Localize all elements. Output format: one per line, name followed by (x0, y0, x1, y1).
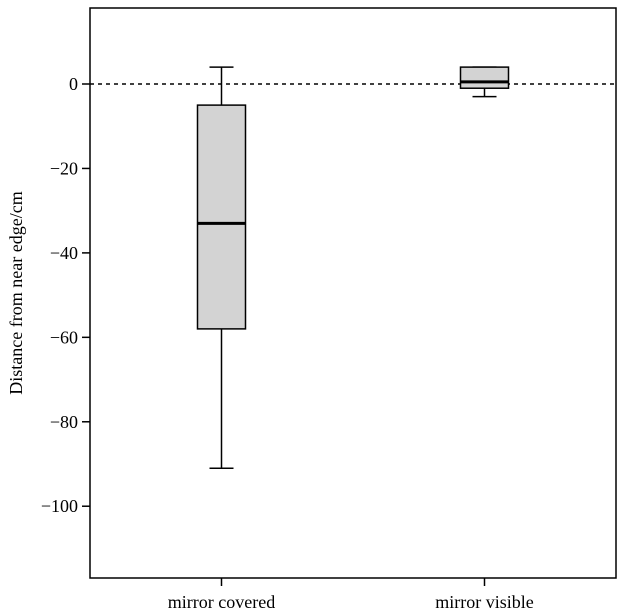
interquartile-box (459, 66, 510, 89)
box-group-2 (459, 66, 510, 98)
x-category-label: mirror covered (168, 592, 275, 612)
x-category-label: mirror visible (435, 592, 533, 612)
y-axis-title: Distance from near edge/cm (6, 191, 26, 394)
y-tick-label: −100 (41, 496, 78, 516)
y-tick-label: −20 (50, 158, 78, 178)
x-axis: mirror coveredGroup Amirror visibleGroup… (168, 578, 534, 612)
y-tick-label: −80 (50, 412, 78, 432)
box-group-1 (196, 66, 247, 469)
y-axis: 0 −20 −40 −60 −80 −100 (41, 74, 90, 516)
y-tick-label: −60 (50, 327, 78, 347)
plot-frame (89, 7, 617, 579)
boxes (196, 66, 510, 469)
interquartile-box (196, 104, 247, 330)
y-tick-label: 0 (69, 74, 78, 94)
y-tick-label: −40 (50, 243, 78, 263)
